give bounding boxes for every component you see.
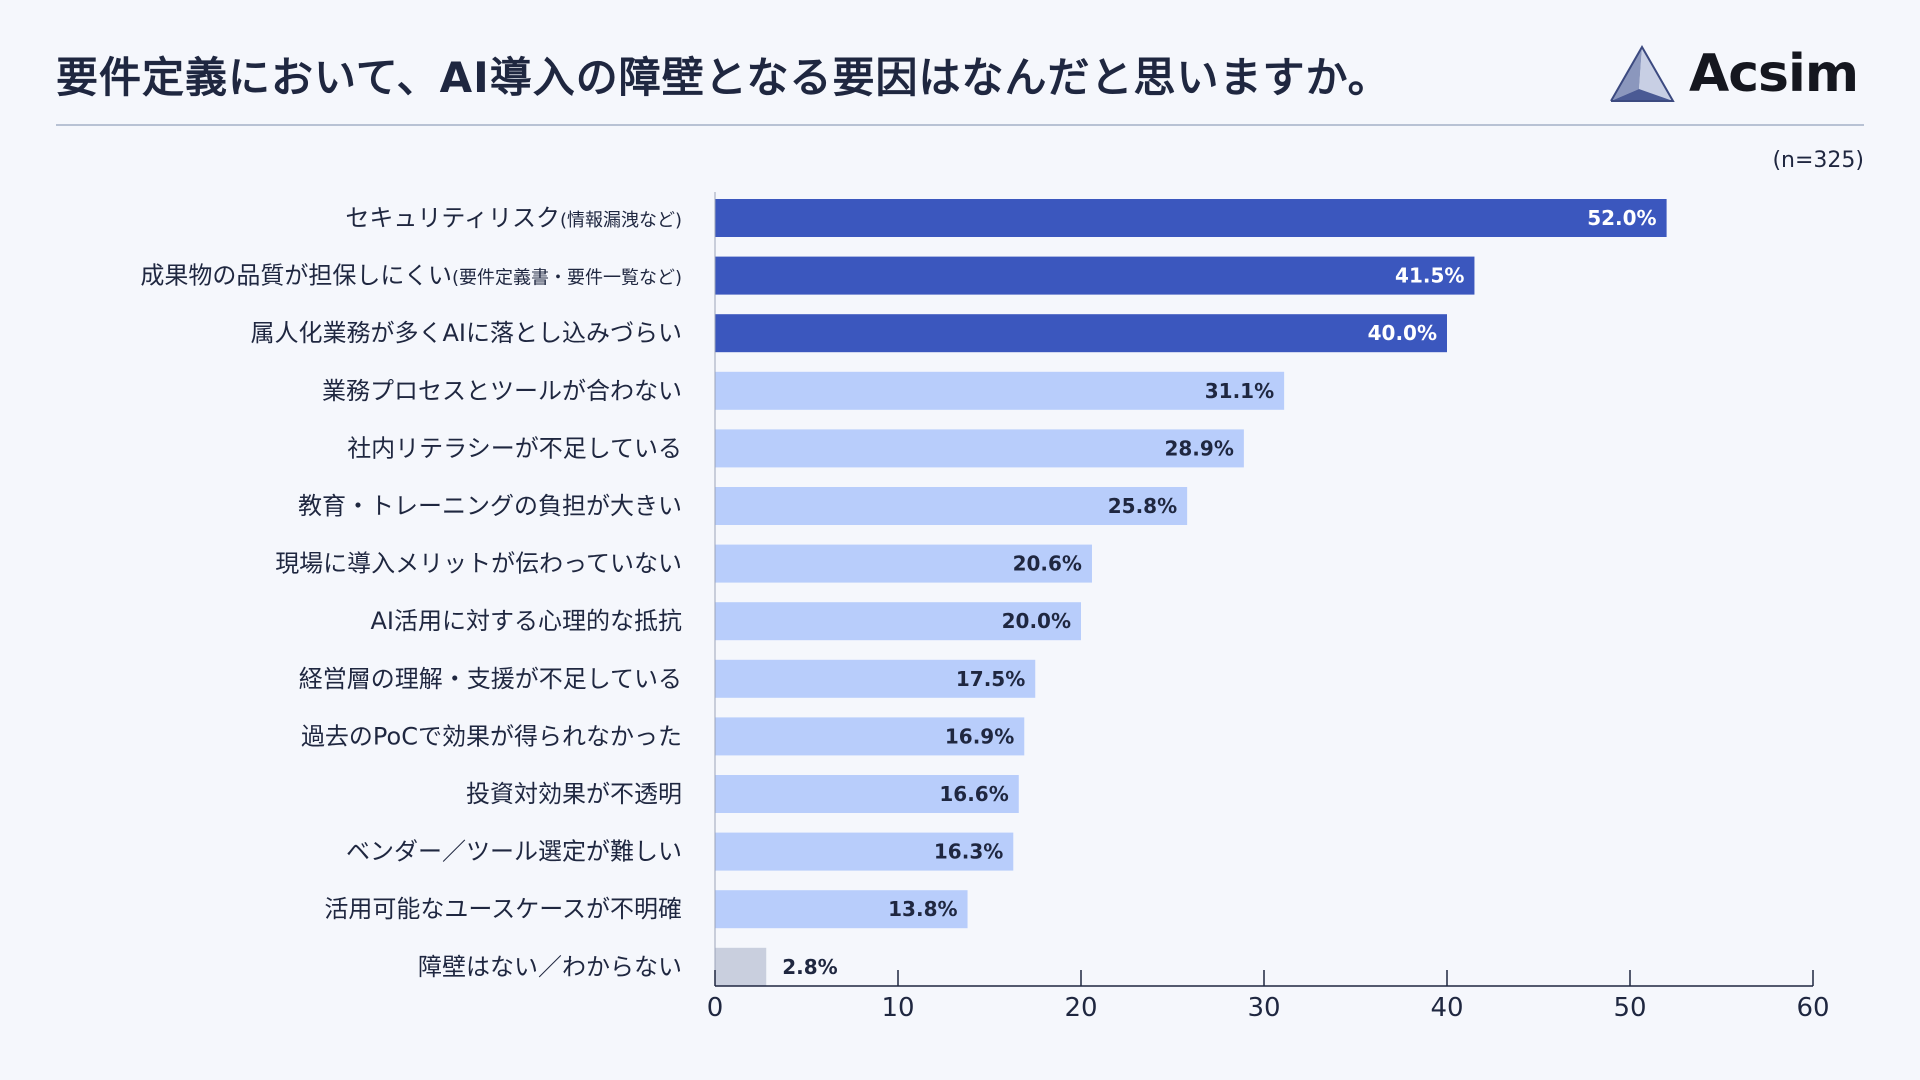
- data-label: 41.5%: [1395, 264, 1464, 288]
- bar: [715, 947, 767, 986]
- category-label-main: 経営層の理解・支援が不足している: [299, 665, 682, 693]
- bar: [715, 371, 1285, 410]
- brand-logo: Acsim: [1609, 44, 1859, 104]
- category-label-main: 業務プロセスとツールが合わない: [322, 377, 682, 405]
- category-label: 属人化業務が多くAIに落とし込みづらい: [251, 319, 683, 347]
- category-label-main: 現場に導入メリットが伝わっていない: [275, 550, 682, 578]
- category-label-main: 投資対効果が不透明: [466, 780, 682, 808]
- category-label: 現場に導入メリットが伝わっていない: [275, 550, 682, 578]
- category-label-main: ベンダー／ツール選定が難しい: [346, 838, 682, 866]
- category-label: 活用可能なユースケースが不明確: [324, 895, 682, 923]
- bar: [715, 717, 1025, 756]
- sample-size: (n=325): [1772, 148, 1864, 173]
- category-label-sub: (情報漏洩など): [560, 210, 682, 231]
- data-label: 25.8%: [1108, 494, 1177, 518]
- category-label: 社内リテラシーが不足している: [347, 434, 682, 462]
- x-tick-label: 0: [707, 993, 724, 1023]
- x-tick-label: 60: [1796, 993, 1829, 1023]
- acsim-logo-icon: [1610, 45, 1675, 102]
- data-label: 20.6%: [1013, 552, 1082, 576]
- data-label: 28.9%: [1164, 436, 1233, 460]
- category-label-main: 属人化業務が多くAIに落とし込みづらい: [251, 319, 683, 347]
- x-tick-label: 20: [1064, 993, 1097, 1023]
- data-label: 16.3%: [934, 840, 1003, 864]
- category-label-main: セキュリティリスク: [345, 204, 560, 232]
- category-label: ベンダー／ツール選定が難しい: [346, 838, 682, 866]
- data-label: 52.0%: [1587, 206, 1656, 230]
- bar: [715, 487, 1188, 525]
- bar: [715, 602, 1081, 641]
- category-label-main: 過去のPoCで効果が得られなかった: [301, 722, 682, 750]
- category-label-main: 障壁はない／わからない: [418, 953, 682, 981]
- data-label: 16.9%: [945, 724, 1014, 748]
- data-label: 20.0%: [1002, 609, 1071, 633]
- category-label-main: 社内リテラシーが不足している: [347, 434, 682, 462]
- category-label: AI活用に対する心理的な抵抗: [371, 607, 683, 635]
- page-title: 要件定義において、AI導入の障壁となる要因はなんだと思いますか。: [56, 53, 1391, 102]
- data-label: 17.5%: [956, 667, 1025, 691]
- category-label: 業務プロセスとツールが合わない: [322, 377, 682, 405]
- x-tick-label: 30: [1247, 993, 1280, 1023]
- category-label: 障壁はない／わからない: [418, 953, 682, 981]
- bar: [715, 314, 1447, 353]
- data-label: 13.8%: [888, 897, 957, 921]
- category-label-main: AI活用に対する心理的な抵抗: [371, 607, 683, 635]
- bar: [715, 199, 1667, 237]
- bar: [715, 832, 1014, 871]
- category-label: 経営層の理解・支援が不足している: [299, 665, 682, 693]
- category-label: 投資対効果が不透明: [466, 780, 682, 808]
- data-label: 31.1%: [1205, 379, 1274, 403]
- category-label: 教育・トレーニングの負担が大きい: [298, 492, 682, 520]
- data-label: 2.8%: [782, 955, 837, 979]
- x-tick-label: 50: [1613, 993, 1646, 1023]
- category-label-main: 活用可能なユースケースが不明確: [324, 895, 682, 923]
- data-label: 16.6%: [939, 782, 1008, 806]
- header-divider: [56, 124, 1864, 126]
- x-tick-label: 40: [1430, 993, 1463, 1023]
- category-label-main: 成果物の品質が担保しにくい: [140, 262, 452, 290]
- category-label: 成果物の品質が担保しにくい(要件定義書・要件一覧など): [140, 262, 682, 290]
- x-tick-label: 10: [881, 993, 914, 1023]
- data-label: 40.0%: [1368, 321, 1437, 345]
- category-label-sub: (要件定義書・要件一覧など): [452, 268, 682, 289]
- bar: [715, 890, 968, 929]
- category-label: 過去のPoCで効果が得られなかった: [301, 722, 682, 750]
- bar: [715, 544, 1092, 583]
- bar: [715, 659, 1036, 698]
- category-label-main: 教育・トレーニングの負担が大きい: [298, 492, 682, 520]
- bar: [715, 775, 1019, 813]
- bar: [715, 429, 1244, 468]
- bar: [715, 256, 1475, 295]
- logo-text: Acsim: [1688, 44, 1859, 104]
- category-label: セキュリティリスク(情報漏洩など): [345, 204, 682, 232]
